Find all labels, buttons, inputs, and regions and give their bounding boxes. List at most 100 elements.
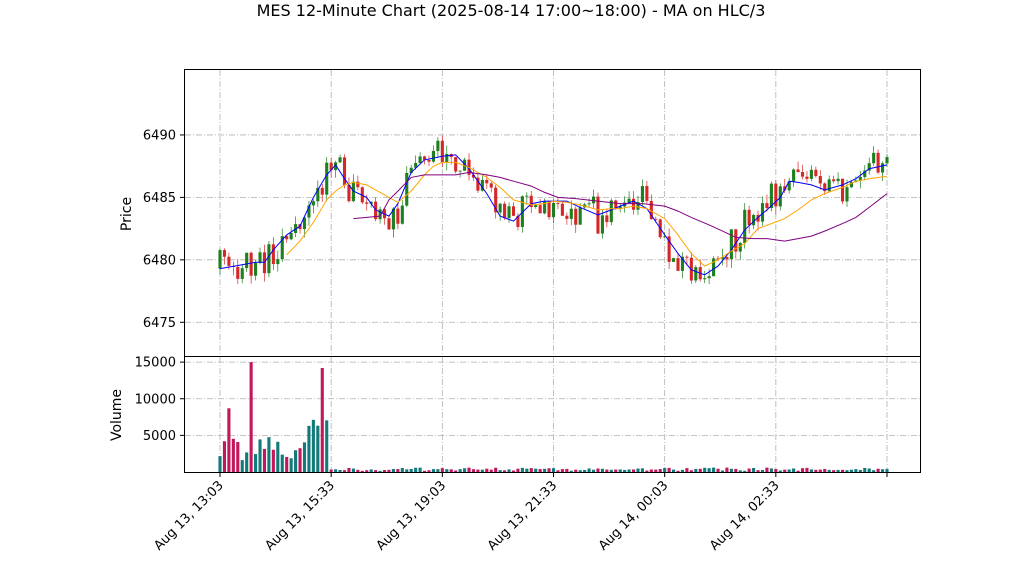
candle-body	[227, 256, 231, 266]
volume-bar	[854, 469, 858, 472]
candle-body	[840, 178, 845, 202]
volume-bar	[760, 470, 765, 472]
volume-bar	[382, 470, 387, 472]
volume-bar	[778, 470, 782, 472]
volume-bar	[494, 467, 498, 472]
candle-body	[743, 209, 747, 243]
volume-bar	[609, 469, 613, 472]
candle-body	[405, 172, 409, 206]
candle-body	[872, 152, 876, 164]
candle-body	[672, 258, 676, 262]
volume-bar	[520, 467, 524, 472]
volume-bar	[489, 469, 493, 472]
candle-body	[565, 215, 569, 219]
candle-body	[498, 203, 502, 213]
volume-bar	[351, 468, 355, 472]
candle-body	[431, 150, 435, 162]
candle-body	[547, 201, 551, 218]
volume-bar	[431, 469, 435, 472]
volume-bar	[738, 470, 742, 472]
price-axis-label: Price	[119, 197, 135, 231]
volume-bar	[774, 469, 778, 472]
candle-body	[476, 177, 480, 191]
volume-bar	[658, 469, 662, 472]
candle-body	[805, 176, 809, 179]
volume-bar	[578, 470, 582, 472]
candle-body	[414, 162, 418, 168]
volume-panel: 5000 10000 15000 Volume	[109, 356, 921, 473]
candle-body	[720, 257, 725, 259]
candle-body	[716, 258, 720, 260]
volume-bar	[498, 470, 502, 472]
candle-body	[729, 229, 733, 260]
candle-body	[809, 169, 813, 179]
volume-bar	[783, 469, 787, 472]
candle-body	[863, 170, 867, 178]
candle-body	[276, 259, 280, 265]
candle-body	[422, 156, 427, 160]
candle-body	[325, 162, 329, 195]
candle-body	[440, 140, 444, 163]
volume-bar	[614, 469, 618, 472]
volume-bar	[756, 470, 760, 472]
volume-bar	[276, 441, 280, 472]
candle-body	[823, 183, 827, 192]
volume-bar	[414, 467, 418, 472]
volume-bar	[391, 468, 395, 472]
volume-bar	[543, 468, 547, 472]
volume-bar	[329, 469, 333, 472]
volume-bar	[743, 470, 747, 472]
volume-bar	[680, 469, 685, 472]
candle-body	[760, 203, 765, 222]
volume-bar	[307, 425, 311, 472]
candle-body	[254, 262, 258, 276]
candle-body	[600, 215, 604, 234]
candle-body	[680, 256, 685, 271]
volume-bar	[547, 468, 551, 472]
volume-bar	[880, 469, 885, 472]
volume-bar	[360, 470, 364, 472]
volume-bar	[267, 437, 271, 472]
volume-bar	[618, 469, 622, 472]
volume-bar	[422, 470, 427, 472]
volume-bar	[872, 470, 876, 472]
candle-body	[458, 170, 462, 172]
candle-body	[845, 187, 849, 202]
candle-body	[867, 163, 871, 171]
volume-bar	[405, 469, 409, 472]
volume-bar	[316, 425, 320, 472]
volume-bar	[338, 469, 342, 472]
candle-body	[800, 172, 805, 177]
price-y-ticks: 6475 6480 6485 6490	[143, 128, 185, 331]
volume-bar	[823, 469, 827, 472]
price-tick-label: 6480	[143, 253, 176, 268]
x-tick-label: Aug 13, 21:33	[485, 478, 561, 554]
volume-bar	[218, 456, 222, 472]
volume-bar	[703, 467, 707, 472]
candle-body	[836, 178, 840, 182]
volume-bar	[636, 468, 640, 472]
candle-body	[667, 236, 671, 262]
x-tick-label: Aug 13, 15:33	[262, 478, 338, 554]
candle-body	[752, 214, 756, 226]
volume-bar	[623, 469, 627, 472]
candle-body	[316, 187, 320, 202]
candle-body	[818, 176, 822, 184]
candle-body	[222, 250, 227, 257]
candle-body	[591, 196, 596, 204]
volume-bar	[752, 467, 756, 472]
volume-bar	[631, 469, 636, 472]
volume-bar	[418, 467, 422, 472]
volume-bar	[476, 469, 480, 472]
volume-bar	[551, 468, 556, 472]
volume-bar	[440, 468, 444, 472]
volume-bar	[258, 439, 262, 472]
price-grid	[185, 70, 920, 356]
volume-bar	[685, 468, 689, 472]
x-tick-label: Aug 13, 19:03	[374, 478, 450, 554]
price-panel: 6475 6480 6485 6490 Price	[119, 69, 921, 357]
candle-body	[302, 217, 307, 230]
candle-body	[489, 183, 493, 188]
volume-bar	[694, 468, 698, 472]
